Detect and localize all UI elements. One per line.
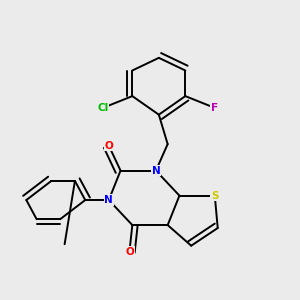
Text: N: N: [104, 195, 113, 205]
Text: S: S: [211, 190, 218, 201]
Text: O: O: [104, 141, 113, 151]
Text: O: O: [125, 247, 134, 257]
Text: F: F: [211, 103, 218, 113]
Text: Cl: Cl: [97, 103, 109, 113]
Text: N: N: [152, 166, 160, 176]
